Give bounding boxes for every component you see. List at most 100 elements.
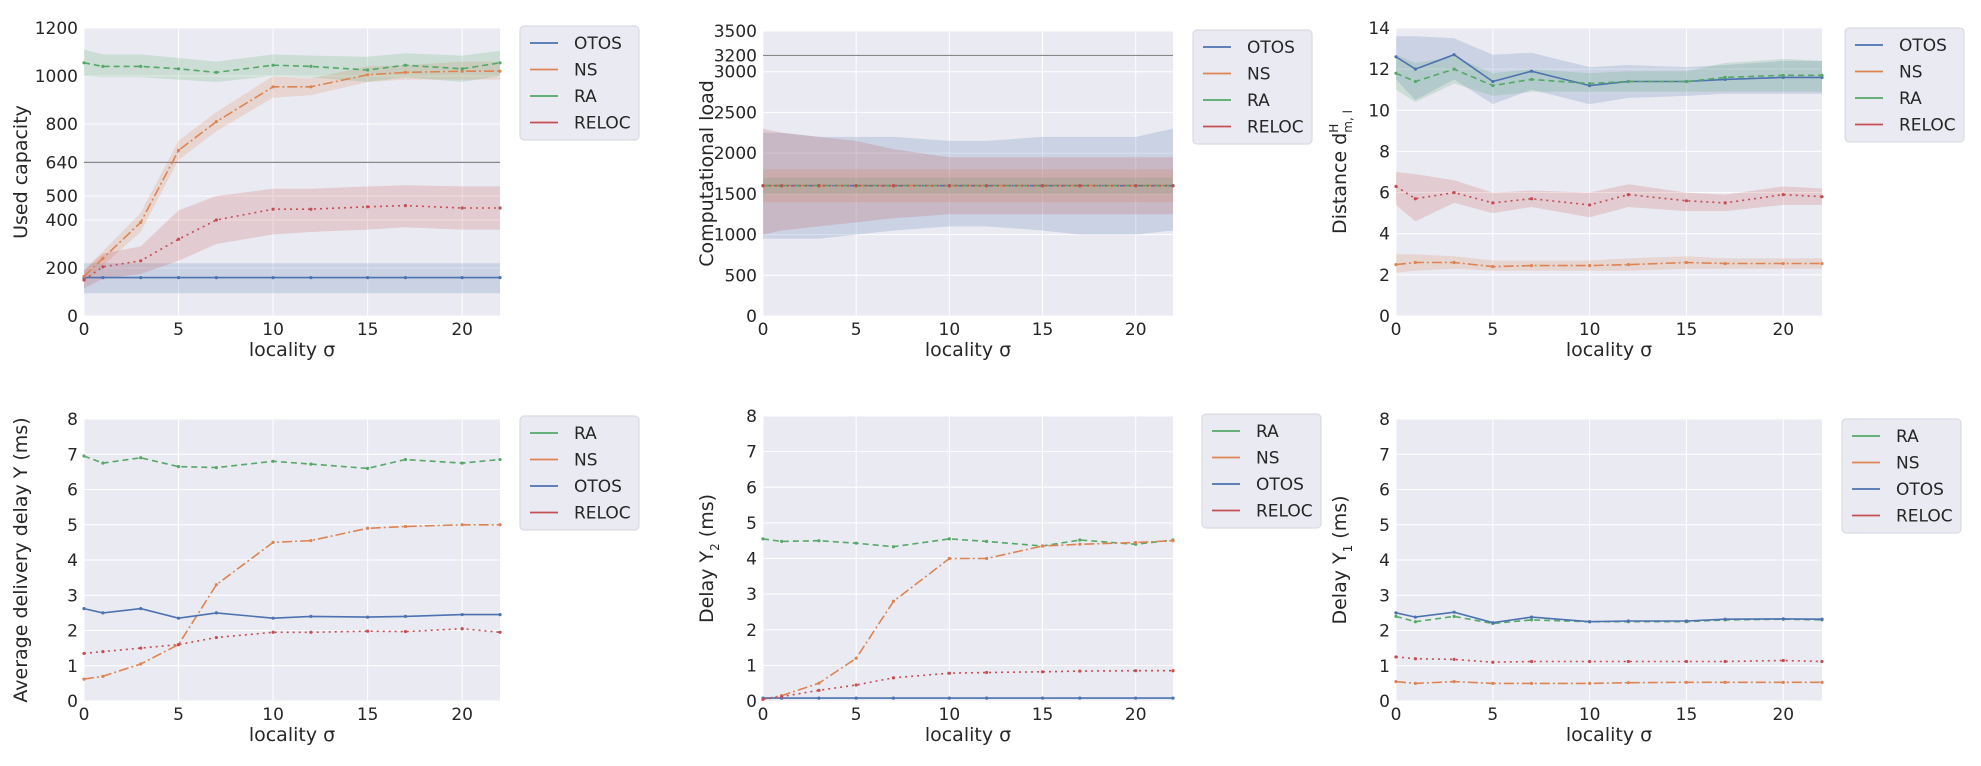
legend-label-otos: OTOS bbox=[574, 34, 622, 54]
data-point bbox=[1626, 619, 1630, 623]
data-point bbox=[139, 662, 143, 666]
y-tick-label: 8 bbox=[67, 410, 78, 430]
data-point bbox=[271, 85, 275, 89]
y-tick-label: 6 bbox=[1379, 481, 1390, 501]
data-point bbox=[214, 611, 218, 615]
y-tick-label: 4 bbox=[1379, 225, 1390, 245]
data-point bbox=[891, 599, 896, 603]
data-point bbox=[1529, 77, 1534, 82]
data-point bbox=[1626, 79, 1630, 84]
data-point bbox=[1394, 614, 1398, 619]
y-tick-label: 8 bbox=[1379, 410, 1390, 430]
data-point bbox=[403, 614, 408, 619]
data-point bbox=[1040, 696, 1045, 700]
data-point bbox=[1413, 681, 1417, 685]
data-point bbox=[309, 630, 313, 634]
data-point bbox=[1529, 659, 1534, 664]
legend-frame bbox=[519, 25, 640, 141]
data-point bbox=[947, 184, 951, 188]
data-point bbox=[985, 670, 989, 675]
data-point bbox=[309, 207, 313, 211]
data-point bbox=[498, 276, 502, 280]
data-point bbox=[101, 650, 105, 654]
data-point bbox=[1820, 73, 1824, 77]
x-tick-label: 5 bbox=[851, 705, 862, 725]
data-point bbox=[403, 524, 408, 529]
x-axis-label: locality σ bbox=[1566, 724, 1652, 746]
data-point bbox=[271, 540, 275, 544]
data-point bbox=[176, 643, 181, 647]
y-tick-label: 10 bbox=[1368, 101, 1390, 121]
data-point bbox=[460, 69, 464, 73]
y-axis-label-main: Delay Y bbox=[1329, 552, 1351, 625]
data-point bbox=[1413, 657, 1417, 661]
y-axis-label-main: Distance d bbox=[1329, 133, 1351, 234]
data-point bbox=[985, 696, 989, 700]
x-axis-label: locality σ bbox=[249, 339, 335, 361]
data-point bbox=[460, 276, 464, 280]
data-point bbox=[1394, 655, 1398, 659]
legend-label-ns: NS bbox=[1247, 65, 1271, 85]
y-tick-label: 1000 bbox=[35, 67, 78, 87]
data-point bbox=[139, 607, 143, 611]
data-point bbox=[366, 629, 370, 633]
band-reloc bbox=[84, 185, 500, 289]
data-point bbox=[891, 676, 896, 680]
data-point bbox=[176, 148, 181, 152]
data-point bbox=[1452, 190, 1456, 195]
data-point bbox=[1588, 81, 1592, 86]
data-point bbox=[1588, 264, 1592, 268]
legend-label-ra: RA bbox=[1899, 89, 1922, 109]
data-point bbox=[1820, 659, 1824, 664]
data-point bbox=[1171, 669, 1175, 673]
y-tick-label: 4 bbox=[1379, 551, 1390, 571]
y-tick-label: 1 bbox=[746, 656, 757, 676]
data-point bbox=[1040, 544, 1045, 548]
data-point bbox=[403, 276, 408, 280]
legend-label-ra: RA bbox=[1896, 427, 1919, 447]
data-point bbox=[1820, 617, 1824, 621]
y-tick-label: 1200 bbox=[35, 19, 78, 39]
x-tick-label: 10 bbox=[1579, 705, 1601, 725]
data-point bbox=[460, 627, 464, 631]
data-point bbox=[1452, 260, 1456, 265]
legend-label-ns: NS bbox=[574, 451, 598, 471]
data-point bbox=[1491, 660, 1495, 664]
x-axis-label: locality σ bbox=[925, 724, 1011, 746]
data-point bbox=[1078, 696, 1082, 700]
x-tick-label: 20 bbox=[1772, 705, 1794, 725]
data-point bbox=[1820, 261, 1824, 266]
data-point bbox=[1171, 696, 1175, 700]
data-point bbox=[1452, 680, 1456, 684]
data-point bbox=[947, 696, 951, 700]
x-tick-label: 5 bbox=[173, 705, 184, 725]
x-tick-label: 0 bbox=[758, 705, 769, 725]
band-ra bbox=[84, 49, 500, 82]
data-point bbox=[1413, 197, 1417, 201]
y-tick-label: 8 bbox=[746, 407, 757, 427]
data-point bbox=[1491, 681, 1495, 685]
data-point bbox=[309, 539, 313, 543]
y-tick-label: 3200 bbox=[714, 46, 757, 66]
series-line-reloc bbox=[762, 669, 1173, 700]
data-point bbox=[1413, 79, 1417, 84]
data-point bbox=[780, 184, 784, 188]
data-point bbox=[1723, 201, 1727, 205]
x-axis-label: locality σ bbox=[1566, 339, 1652, 361]
data-point bbox=[1394, 71, 1398, 75]
data-point bbox=[1394, 611, 1398, 615]
legend: RA NS OTOS RELOC bbox=[1841, 418, 1962, 534]
legend-label-reloc: RELOC bbox=[1896, 507, 1953, 527]
y-tick-label: 14 bbox=[1368, 19, 1390, 39]
y-tick-label: 6 bbox=[746, 478, 757, 498]
data-point bbox=[985, 184, 989, 188]
y-tick-label: 0 bbox=[67, 307, 78, 327]
data-point bbox=[1684, 659, 1689, 664]
legend-label-otos: OTOS bbox=[1899, 36, 1947, 56]
data-point bbox=[460, 461, 464, 465]
data-point bbox=[1452, 657, 1456, 662]
x-tick-label: 20 bbox=[1125, 705, 1147, 725]
